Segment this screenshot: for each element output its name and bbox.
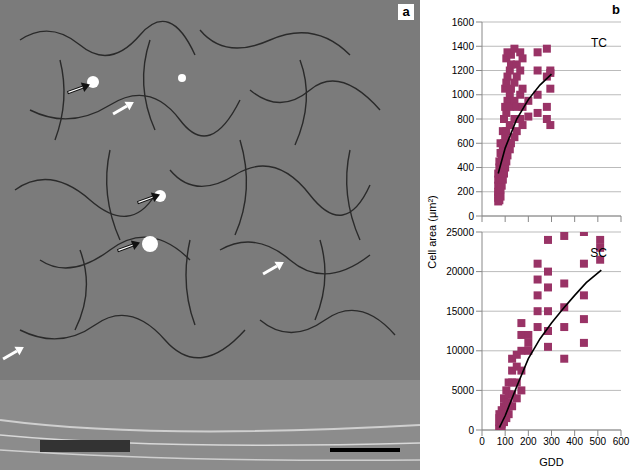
svg-text:1200: 1200	[452, 65, 475, 76]
html-text:SC: SC	[590, 246, 607, 260]
svg-text:200: 200	[520, 436, 537, 447]
html-text:a: a	[402, 4, 410, 19]
svg-text:400: 400	[457, 162, 474, 173]
svg-text:0: 0	[468, 425, 474, 436]
svg-text:400: 400	[566, 436, 583, 447]
svg-text:1400: 1400	[452, 41, 475, 52]
svg-text:100: 100	[497, 436, 514, 447]
svg-text:500: 500	[589, 436, 606, 447]
svg-text:10000: 10000	[446, 345, 474, 356]
svg-text:300: 300	[543, 436, 560, 447]
svg-text:25000: 25000	[446, 227, 474, 238]
html-text:TC: TC	[591, 36, 607, 50]
svg-text:1000: 1000	[452, 89, 475, 100]
svg-text:0: 0	[479, 436, 485, 447]
svg-text:20000: 20000	[446, 266, 474, 277]
svg-text:600: 600	[457, 138, 474, 149]
svg-text:GDD: GDD	[539, 456, 564, 468]
svg-text:0: 0	[468, 211, 474, 222]
html-text:Cell area (μm²): Cell area (μm²)	[426, 195, 438, 269]
svg-text:600: 600	[613, 436, 630, 447]
svg-text:200: 200	[457, 186, 474, 197]
svg-text:1600: 1600	[452, 17, 475, 28]
svg-text:5000: 5000	[452, 385, 475, 396]
html-text:b: b	[612, 2, 620, 17]
svg-text:15000: 15000	[446, 306, 474, 317]
svg-text:800: 800	[457, 114, 474, 125]
